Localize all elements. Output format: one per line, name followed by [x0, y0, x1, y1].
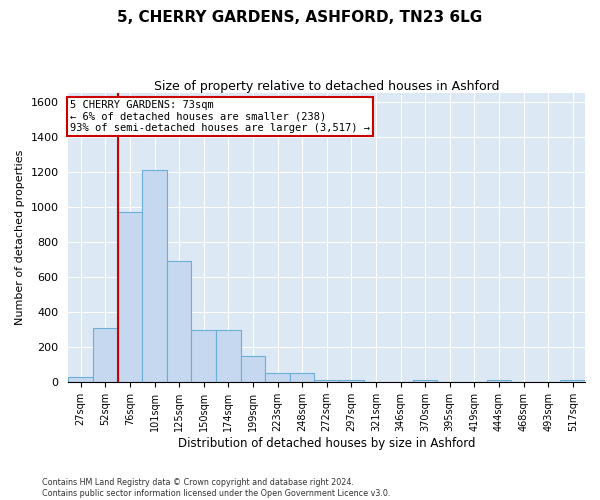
Y-axis label: Number of detached properties: Number of detached properties: [15, 150, 25, 326]
Bar: [93, 328, 118, 382]
Bar: [216, 330, 241, 382]
Text: 5, CHERRY GARDENS, ASHFORD, TN23 6LG: 5, CHERRY GARDENS, ASHFORD, TN23 6LG: [118, 10, 482, 25]
Bar: [265, 372, 290, 382]
Title: Size of property relative to detached houses in Ashford: Size of property relative to detached ho…: [154, 80, 499, 93]
Bar: [191, 330, 216, 382]
Bar: [68, 377, 93, 382]
X-axis label: Distribution of detached houses by size in Ashford: Distribution of detached houses by size …: [178, 437, 475, 450]
Bar: [142, 170, 167, 382]
Bar: [487, 380, 511, 382]
Bar: [290, 372, 314, 382]
Bar: [560, 380, 585, 382]
Bar: [167, 262, 191, 382]
Text: 5 CHERRY GARDENS: 73sqm
← 6% of detached houses are smaller (238)
93% of semi-de: 5 CHERRY GARDENS: 73sqm ← 6% of detached…: [70, 100, 370, 133]
Bar: [339, 380, 364, 382]
Bar: [118, 212, 142, 382]
Bar: [413, 380, 437, 382]
Text: Contains HM Land Registry data © Crown copyright and database right 2024.
Contai: Contains HM Land Registry data © Crown c…: [42, 478, 391, 498]
Bar: [241, 356, 265, 382]
Bar: [314, 380, 339, 382]
